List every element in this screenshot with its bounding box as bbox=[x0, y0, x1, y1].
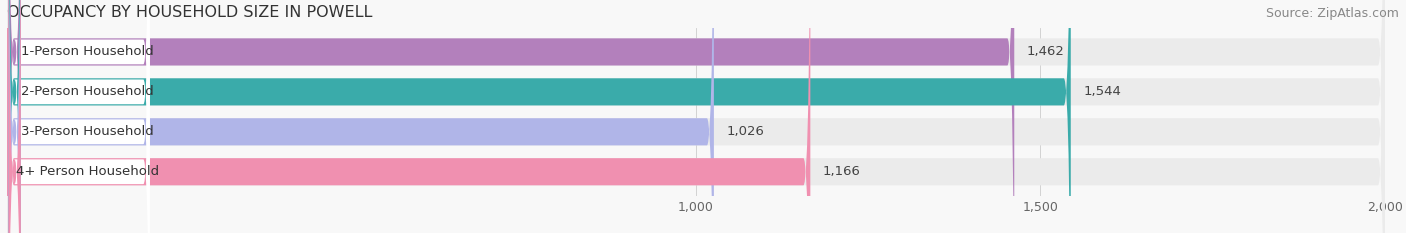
Text: 4+ Person Household: 4+ Person Household bbox=[15, 165, 159, 178]
FancyBboxPatch shape bbox=[8, 0, 149, 233]
Text: 3-Person Household: 3-Person Household bbox=[21, 125, 153, 138]
FancyBboxPatch shape bbox=[8, 0, 21, 233]
FancyBboxPatch shape bbox=[7, 0, 810, 233]
FancyBboxPatch shape bbox=[7, 0, 1071, 233]
FancyBboxPatch shape bbox=[8, 0, 21, 233]
FancyBboxPatch shape bbox=[8, 0, 21, 233]
FancyBboxPatch shape bbox=[7, 0, 714, 233]
FancyBboxPatch shape bbox=[8, 0, 149, 233]
Text: 1,026: 1,026 bbox=[727, 125, 763, 138]
FancyBboxPatch shape bbox=[7, 0, 1014, 233]
Text: 1-Person Household: 1-Person Household bbox=[21, 45, 153, 58]
Text: 1,544: 1,544 bbox=[1083, 85, 1121, 98]
FancyBboxPatch shape bbox=[7, 0, 1385, 233]
Text: OCCUPANCY BY HOUSEHOLD SIZE IN POWELL: OCCUPANCY BY HOUSEHOLD SIZE IN POWELL bbox=[7, 5, 373, 20]
Text: 1,166: 1,166 bbox=[823, 165, 860, 178]
Text: Source: ZipAtlas.com: Source: ZipAtlas.com bbox=[1265, 7, 1399, 20]
Text: 2-Person Household: 2-Person Household bbox=[21, 85, 153, 98]
FancyBboxPatch shape bbox=[7, 0, 1385, 233]
Text: 1,462: 1,462 bbox=[1026, 45, 1064, 58]
FancyBboxPatch shape bbox=[7, 0, 1385, 233]
FancyBboxPatch shape bbox=[7, 0, 1385, 233]
FancyBboxPatch shape bbox=[8, 0, 21, 233]
FancyBboxPatch shape bbox=[8, 0, 149, 233]
FancyBboxPatch shape bbox=[8, 0, 149, 233]
